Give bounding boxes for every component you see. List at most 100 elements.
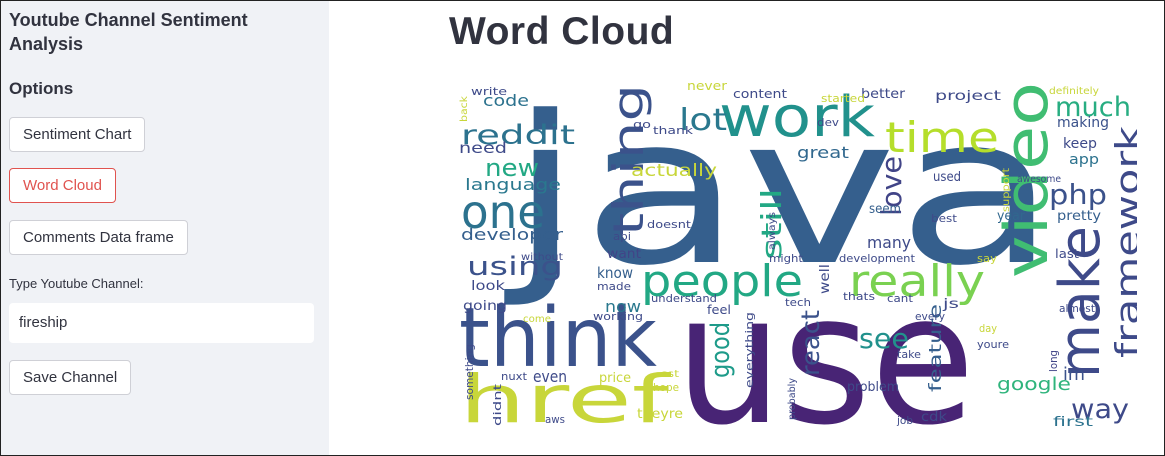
word-cloud-word: im [1063,364,1085,385]
word-cloud-word: probably [787,378,798,420]
word-cloud-word: look [471,279,506,294]
channel-input-label: Type Youtube Channel: [9,276,144,291]
word-cloud-word: cant [887,292,914,305]
word-cloud-word: sst [661,369,679,380]
word-cloud-word: see [859,322,909,355]
word-cloud-word: go [633,118,651,131]
word-cloud-word: java [504,80,1057,311]
word-cloud-word: hope [653,381,679,394]
app-title: Youtube Channel Sentiment Analysis [9,10,248,54]
word-cloud-word: thing [604,84,653,236]
word-cloud-word: reddit [461,120,575,151]
word-cloud-word: started [821,92,865,105]
word-cloud-word: thank [653,124,694,137]
word-cloud-word: almost [1059,302,1096,315]
word-cloud-word: doesnt [647,218,692,231]
word-cloud-word: great [797,143,849,162]
word-cloud-word: language [465,175,561,194]
word-cloud-button[interactable]: Word Cloud [9,168,116,203]
word-cloud-word: day [979,322,997,335]
word-cloud-word: didnt [491,383,504,426]
word-cloud-word: work [719,85,876,150]
word-cloud-word: theyre [637,407,683,422]
word-cloud-image: java use think href make video work peop… [457,80,1137,432]
word-cloud-word: google [997,374,1071,395]
word-cloud-word: last [1055,247,1079,261]
word-cloud-word: youre [977,338,1009,351]
word-cloud-word: write [471,85,507,98]
word-cloud-svg: java use think href make video work peop… [459,80,1137,432]
word-cloud-word: know [597,264,633,282]
word-cloud-word: pretty [1057,209,1101,224]
word-cloud-word: code [483,91,529,110]
word-cloud-word: say [977,252,998,265]
word-cloud-word: always [767,212,778,250]
word-cloud-word: project [935,89,1001,104]
channel-input[interactable]: fireship [9,303,314,343]
options-heading: Options [9,79,74,98]
word-cloud-word: js [941,297,959,312]
word-cloud-word: best [931,212,958,225]
word-cloud-word: actually [631,161,717,181]
word-cloud-word: take [897,348,921,361]
word-cloud-word: working [593,310,643,323]
word-cloud-word: everything [743,312,756,388]
word-cloud-word: definitely [1049,86,1099,97]
word-cloud-word: react [796,310,825,376]
word-cloud-word: nuxt [501,370,528,383]
word-cloud-word: api [613,230,631,243]
word-cloud-word: tech [785,296,811,309]
word-cloud-word: keep [1063,136,1097,152]
word-cloud-word: think [459,291,657,386]
word-cloud-word: want [607,247,641,262]
word-cloud-word: use [675,256,975,432]
word-cloud-word: long [1047,350,1060,372]
word-cloud-word: aws [545,413,565,426]
save-channel-button[interactable]: Save Channel [9,360,132,395]
word-cloud-word: href [459,361,672,432]
word-cloud-word: framework [1108,125,1137,358]
word-cloud-word: something [463,344,476,400]
word-cloud-word: back [459,96,470,122]
sentiment-chart-button[interactable]: Sentiment Chart [9,117,146,152]
word-cloud-word: lot [679,103,727,138]
word-cloud-word: even [533,367,567,386]
word-cloud-word: made [597,280,631,293]
word-cloud-word: every [915,310,945,323]
word-cloud-word: dev [817,116,840,129]
word-cloud-word: much [1055,92,1131,123]
word-cloud-word: seem [869,202,901,217]
word-cloud-word: without [521,252,563,263]
word-cloud-word: many [867,233,911,252]
word-cloud-word: job [896,414,913,427]
word-cloud-word: making [1057,115,1109,131]
word-cloud-word: php [1049,178,1107,211]
word-cloud-word: content [733,87,787,101]
page-title: Word Cloud [449,10,675,53]
word-cloud-word: come [523,314,551,325]
word-cloud-word: now [605,297,641,316]
word-cloud-word: price [599,371,631,386]
word-cloud-word: support [1001,168,1012,212]
word-cloud-word: problem [847,380,899,395]
word-cloud-word: new [485,154,539,182]
word-cloud-word: better [861,87,906,102]
word-cloud-word: never [687,80,727,93]
word-cloud-word: good [706,322,736,378]
word-cloud-word: awesome [1017,174,1061,185]
word-cloud-word: time [885,113,999,162]
word-cloud-word: app [1069,152,1099,168]
sidebar: Youtube Channel Sentiment Analysis Optio… [1,1,329,455]
word-cloud-word: one [461,185,545,239]
word-cloud-word: understand [651,292,717,305]
comments-dataframe-button[interactable]: Comments Data frame [9,220,188,255]
word-cloud-word: people [641,256,803,307]
word-cloud-word: need [459,139,507,157]
word-cloud-word: cdk [921,410,948,425]
word-cloud-word: way [1071,394,1129,425]
word-cloud-word: feature [926,304,946,392]
word-cloud-word: feel [707,303,731,317]
word-cloud-word: going [463,299,507,314]
word-cloud-word: development [839,252,916,265]
word-cloud-word: still [755,188,788,260]
